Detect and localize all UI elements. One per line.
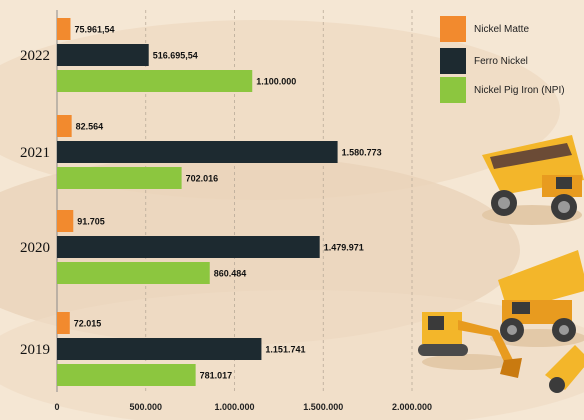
- bar: [57, 364, 196, 386]
- legend-item-nickel-matte: Nickel Matte: [440, 16, 529, 42]
- legend-swatch: [440, 16, 466, 42]
- data-label: 1.479.971: [324, 243, 364, 253]
- loader-icon: [545, 345, 584, 393]
- data-label: 516.695,54: [153, 51, 198, 61]
- legend-item-ferro-nickel: Ferro Nickel: [440, 48, 528, 74]
- data-label: 1.100.000: [256, 77, 296, 87]
- category-label: 2020: [20, 240, 50, 256]
- x-tick-label: 1.000.000: [214, 402, 254, 412]
- category-label: 2019: [20, 342, 50, 358]
- legend-swatch: [440, 48, 466, 74]
- legend-label: Ferro Nickel: [474, 55, 528, 67]
- bars: [57, 18, 338, 386]
- bar: [57, 262, 210, 284]
- bar: [57, 44, 149, 66]
- data-label: 1.151.741: [265, 345, 305, 355]
- legend-label: Nickel Pig Iron (NPI): [474, 84, 565, 96]
- category-label: 2021: [20, 145, 50, 161]
- data-label: 781.017: [200, 371, 233, 381]
- bar: [57, 70, 253, 92]
- bar: [57, 236, 320, 258]
- category-label: 2022: [20, 48, 50, 64]
- x-tick-label: 500.000: [129, 402, 162, 412]
- data-label: 702.016: [186, 174, 219, 184]
- mining-truck-icon: [490, 250, 584, 347]
- legend-label: Nickel Matte: [474, 23, 530, 35]
- dump-truck-icon: [482, 135, 584, 225]
- bar: [57, 115, 72, 137]
- data-label: 91.705: [77, 217, 105, 227]
- x-tick-label: 2.000.000: [392, 402, 432, 412]
- category-labels: 2022 2021 2020 2019: [20, 48, 50, 358]
- data-label: 1.580.773: [342, 148, 382, 158]
- x-tick-label: 1.500.000: [303, 402, 343, 412]
- bar: [57, 210, 74, 232]
- data-label: 72.015: [74, 319, 102, 329]
- data-labels: 75.961,54 516.695,54 1.100.000 82.564 1.580.…: [74, 25, 382, 381]
- data-label: 82.564: [76, 122, 104, 132]
- bar: [57, 338, 262, 360]
- legend-item-nickel-pig-iron: Nickel Pig Iron (NPI): [440, 77, 565, 103]
- bar: [57, 312, 70, 334]
- legend-swatch: [440, 77, 466, 103]
- grid-lines: [56, 10, 413, 392]
- data-label: 860.484: [214, 269, 247, 279]
- x-axis-ticks: 0 500.000 1.000.000 1.500.000 2.000.000: [54, 402, 432, 412]
- bar: [57, 18, 71, 40]
- bar: [57, 141, 338, 163]
- data-label: 75.961,54: [74, 25, 114, 35]
- excavator-icon: [418, 312, 522, 378]
- bar: [57, 167, 182, 189]
- x-tick-label: 0: [54, 402, 59, 412]
